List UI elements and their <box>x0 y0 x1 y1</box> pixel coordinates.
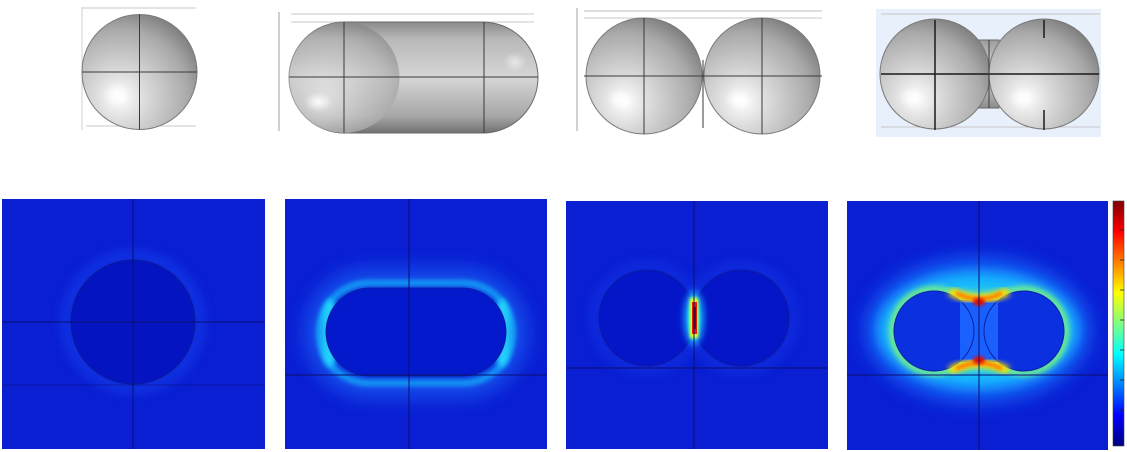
colorbar <box>1112 200 1125 447</box>
geometry-touching-sphere-dimer <box>576 8 822 135</box>
geometry-capsule-nanorod <box>278 12 539 134</box>
geometry-bridged-sphere-dimer <box>876 9 1101 137</box>
field-map-capsule-nanorod <box>285 199 547 449</box>
field-map-touching-sphere-dimer <box>566 201 828 449</box>
geometry-single-sphere <box>81 7 198 130</box>
field-map-bridged-sphere-dimer <box>847 201 1108 450</box>
field-map-single-sphere <box>2 199 265 449</box>
